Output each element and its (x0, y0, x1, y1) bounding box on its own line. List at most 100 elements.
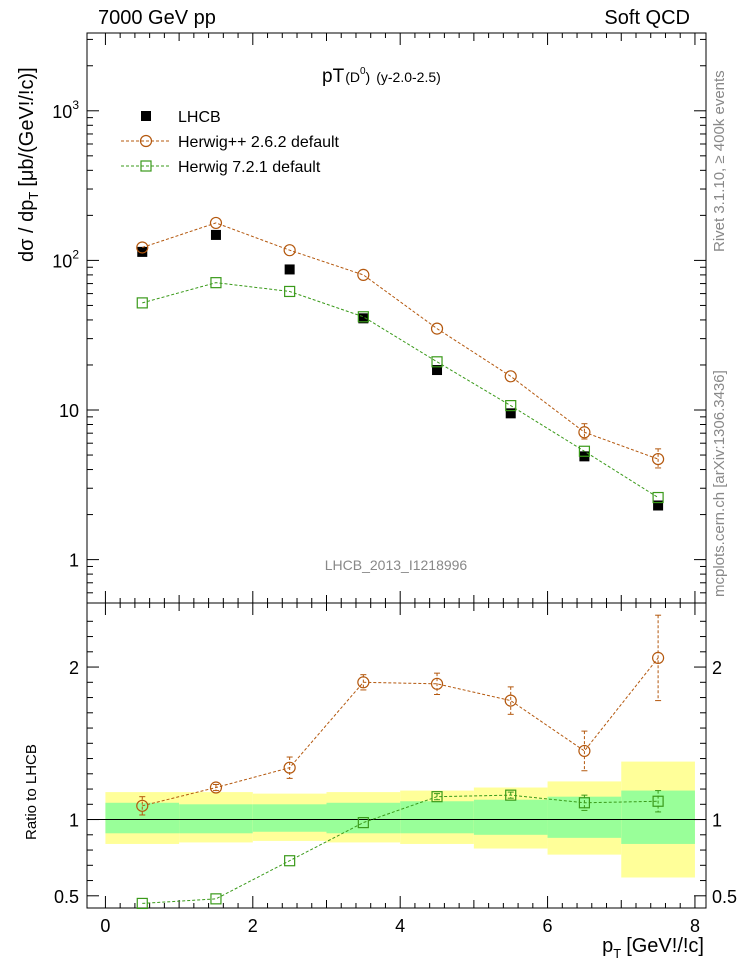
x-tick-label: 8 (690, 916, 700, 936)
ratio-point-1-4 (430, 677, 444, 690)
ratio-band-green-6 (547, 796, 622, 838)
ratio-plot-frame (86, 602, 707, 909)
legend-label-2: Herwig 7.2.1 default (178, 159, 321, 176)
main-y-tick-label: 10 (59, 401, 79, 421)
plot-title-main: pT (322, 66, 345, 87)
mcplots-info-label: mcplots.cern.ch [arXiv:1306.3436] (711, 370, 728, 597)
ratio-point-1-2 (283, 761, 296, 774)
ratio-band-green-5 (473, 799, 548, 835)
ratio-point-2-2 (284, 855, 296, 867)
main-y-axis-label-sub: T (26, 192, 41, 200)
main-point-1-7 (652, 452, 665, 466)
x-axis-label-text: p (602, 935, 613, 957)
main-point-2-7 (652, 491, 664, 504)
main-point-0-5 (505, 408, 516, 419)
main-point-2-1 (210, 277, 222, 289)
main-point-0-1 (210, 229, 221, 240)
legend-label-1: Herwig++ 2.6.2 default (178, 134, 340, 151)
main-y-axis-label-units: [μb/(GeV!/!c)] (16, 67, 38, 186)
main-point-2-4 (431, 356, 443, 368)
ratio-y-axis-label: Ratio to LHCB (23, 744, 40, 840)
main-point-2-6 (578, 445, 591, 457)
ratio-band-green-2 (252, 804, 327, 832)
legend: LHCB Herwig++ 2.6.2 default Herwig 7.2.1 d… (121, 109, 340, 176)
main-y-tick-label-sup: 3 (72, 98, 79, 112)
main-point-0-0 (137, 246, 148, 257)
ratio-y-tick-label-right: 0.5 (712, 887, 737, 907)
plot-frames (86, 32, 707, 909)
main-series-line-2 (142, 282, 659, 498)
header-right-label: Soft QCD (604, 7, 690, 29)
ratio-point-2-4 (431, 791, 443, 803)
ratio-y-tick-label-left: 2 (69, 658, 79, 678)
ratio-y-tick-label-left: 1 (69, 811, 79, 831)
main-y-axis-label: dσ / dpT [μb/(GeV!/!c)] (16, 67, 41, 262)
legend-marker-0 (141, 111, 151, 121)
x-axis-label-units: [GeV!/!c] (626, 935, 704, 957)
main-y-tick-label: 102 (52, 247, 79, 271)
legend-label-0: LHCB (178, 109, 221, 126)
main-point-1-5 (504, 370, 517, 383)
ratio-point-2-1 (210, 893, 222, 905)
main-point-1-3 (357, 268, 370, 281)
plot-title-rapidity: (y-2.0-2.5) (376, 69, 441, 85)
ratio-point-1-1 (209, 781, 223, 794)
header-left-label: 7000 GeV pp (98, 7, 216, 29)
main-y-tick-label-sup: 2 (72, 247, 79, 261)
main-point-2-0 (136, 297, 148, 309)
ratio-point-1-3 (357, 676, 370, 689)
main-point-1-6 (578, 426, 591, 439)
ratio-band-green-4 (400, 801, 474, 834)
main-series-line-1 (142, 222, 659, 460)
ratio-point-2-3 (357, 816, 369, 829)
ratio-point-2-0 (136, 897, 148, 910)
analysis-id-label: LHCB_2013_I1218996 (325, 557, 468, 573)
main-y-tick-label-base: 10 (52, 102, 72, 122)
plot-title-close: ) (366, 69, 371, 85)
ratio-point-1-5 (504, 694, 517, 707)
x-axis-label: pT [GeV!/!c] (602, 935, 704, 961)
main-y-tick-label: 1 (69, 551, 79, 571)
plot-title: pT(D0) (y-2.0-2.5) (322, 66, 441, 87)
ratio-point-2-7 (652, 795, 664, 807)
ratio-series-line-2 (142, 794, 659, 904)
ratio-band-green-7 (621, 790, 695, 844)
main-point-2-5 (505, 400, 517, 412)
main-y-tick-label-base: 10 (52, 251, 72, 271)
main-point-0-2 (284, 264, 295, 275)
ratio-point-1-7 (652, 651, 665, 665)
x-tick-label: 0 (100, 916, 110, 936)
ratio-band-green-1 (179, 804, 253, 834)
plot-title-sup: 0 (360, 66, 366, 77)
main-y-tick-label-base: 10 (59, 401, 79, 421)
main-point-0-3 (358, 313, 369, 324)
main-y-axis-label-text: dσ / dp (16, 200, 38, 262)
x-tick-label: 6 (543, 916, 553, 936)
ratio-y-tick-label-right: 1 (712, 811, 722, 831)
ratio-point-1-0 (136, 799, 149, 812)
main-point-1-1 (209, 216, 223, 230)
main-point-1-0 (136, 241, 149, 254)
ratio-uncertainty-bands (87, 761, 706, 878)
main-y-tick-label: 103 (52, 98, 79, 122)
ratio-point-2-5 (505, 789, 517, 801)
ratio-point-2-6 (578, 797, 591, 809)
main-y-tick-label-base: 1 (69, 551, 79, 571)
x-tick-label: 2 (248, 916, 258, 936)
ratio-y-tick-label-right: 2 (712, 658, 722, 678)
ratio-y-tick-label-left: 0.5 (54, 887, 79, 907)
ratio-series-line-1 (142, 657, 659, 807)
legend-marker-1 (139, 134, 153, 148)
ratio-point-1-6 (578, 744, 591, 758)
legend-marker-2 (140, 160, 152, 172)
x-tick-label: 4 (395, 916, 405, 936)
main-point-2-3 (357, 311, 369, 323)
main-point-0-7 (653, 500, 664, 511)
rivet-info-label: Rivet 3.1.10, ≥ 400k events (711, 70, 728, 252)
data-series (136, 216, 665, 910)
main-point-1-2 (283, 244, 296, 257)
main-point-0-4 (432, 365, 443, 376)
x-axis-label-sub: T (613, 946, 621, 961)
